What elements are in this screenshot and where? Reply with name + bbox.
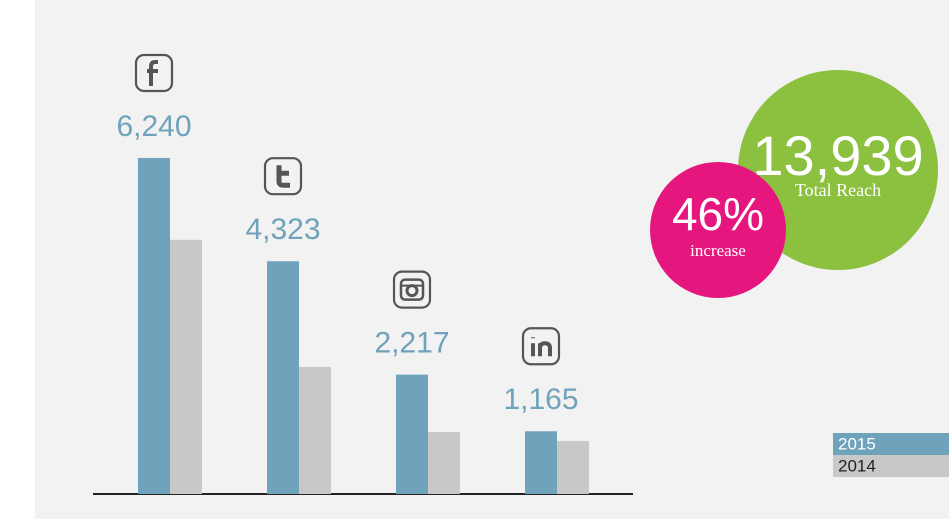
bubble bbox=[650, 162, 786, 298]
bubble-value: 13,939 bbox=[752, 124, 923, 187]
value-label: 4,323 bbox=[245, 213, 320, 246]
value-label: 6,240 bbox=[116, 110, 191, 143]
legend-label: 2014 bbox=[838, 456, 876, 475]
bar bbox=[299, 366, 331, 494]
icons bbox=[134, 53, 561, 366]
value-label: 1,165 bbox=[503, 383, 578, 416]
bar bbox=[267, 261, 299, 494]
icon-frame bbox=[134, 53, 174, 93]
icon-frame bbox=[521, 327, 561, 366]
bubble-caption: Total Reach bbox=[795, 180, 881, 200]
bar bbox=[396, 374, 428, 494]
icon-glyph bbox=[399, 278, 425, 301]
bar bbox=[525, 431, 557, 494]
bubble-value: 46% bbox=[672, 188, 764, 240]
bar bbox=[170, 239, 202, 494]
legend-swatch bbox=[833, 455, 949, 477]
bar bbox=[138, 157, 170, 494]
icon-glyph bbox=[276, 165, 290, 188]
bubble bbox=[738, 70, 938, 270]
social-icon bbox=[521, 327, 561, 366]
icon-glyph bbox=[147, 59, 158, 86]
social-icon bbox=[392, 270, 432, 309]
bubble-caption: increase bbox=[690, 241, 746, 260]
bar bbox=[557, 440, 589, 494]
legend-swatch bbox=[833, 433, 949, 455]
social-icon bbox=[134, 53, 174, 93]
icon-frame bbox=[263, 157, 303, 196]
bar bbox=[428, 432, 460, 494]
value-label: 2,217 bbox=[374, 327, 449, 360]
legend-label: 2015 bbox=[838, 434, 876, 453]
social-icon bbox=[263, 157, 303, 196]
icon-frame bbox=[392, 270, 432, 309]
icon-glyph bbox=[538, 341, 552, 357]
